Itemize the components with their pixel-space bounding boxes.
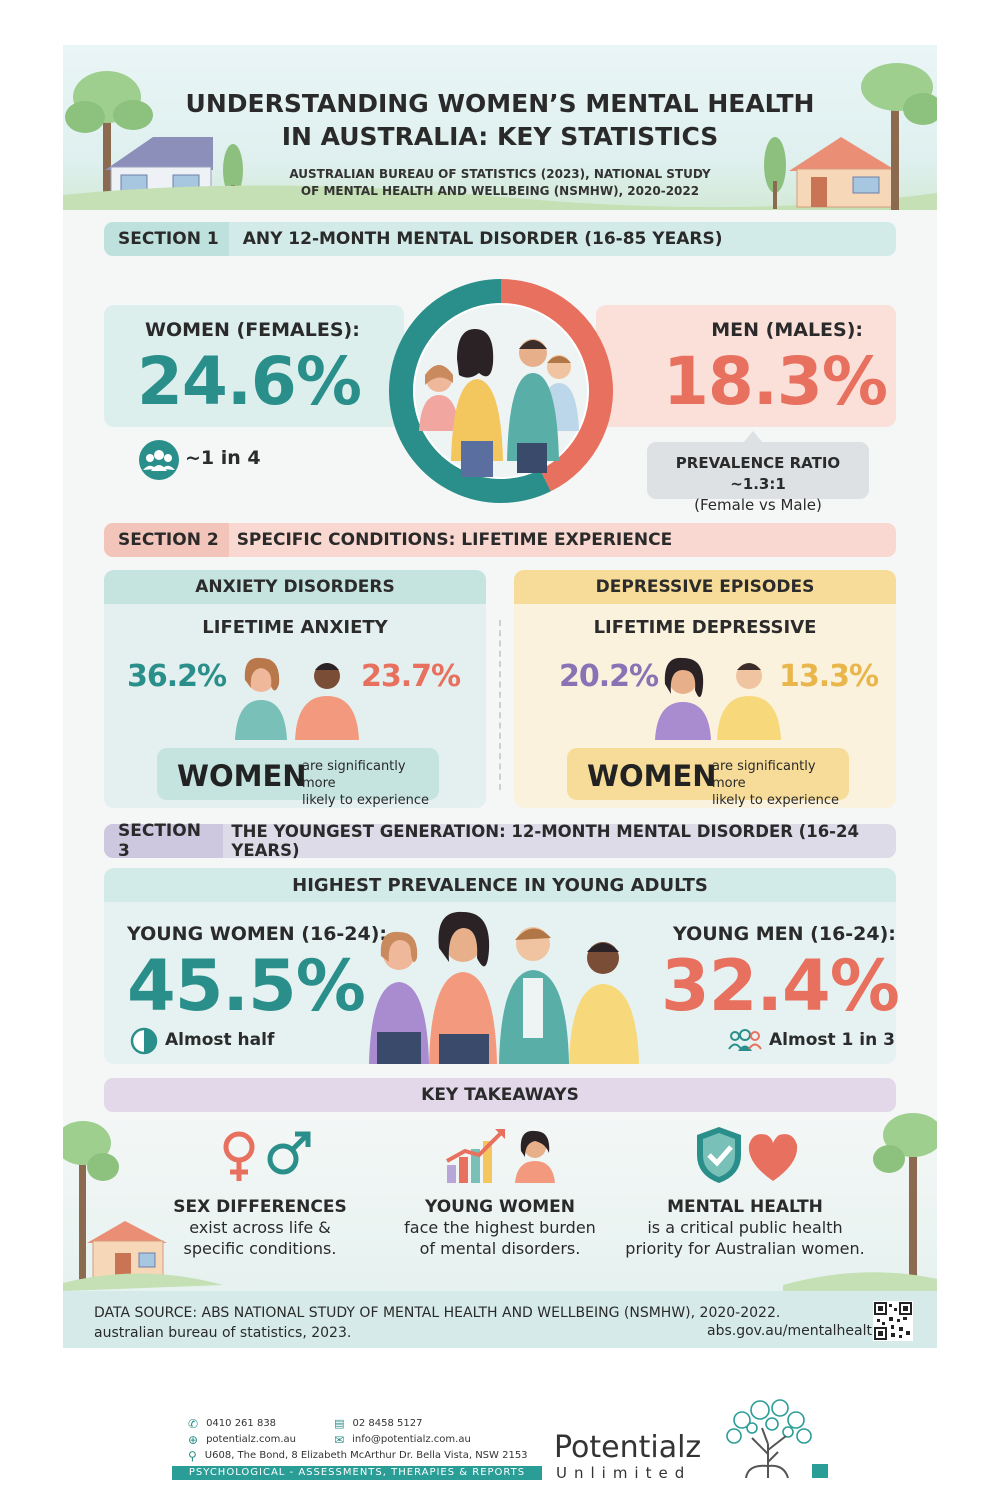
- header-banner: UNDERSTANDING WOMEN’S MENTAL HEALTH IN A…: [63, 45, 937, 210]
- footer-contacts: ✆ 0410 261 838 ▤ 02 8458 5127 ⊕ potentia…: [188, 1416, 528, 1464]
- footer-phone1[interactable]: 0410 261 838: [206, 1418, 277, 1429]
- young-men-label: YOUNG MEN (16-24):: [673, 923, 896, 945]
- anxiety-people-illustration: [235, 657, 359, 740]
- source-url[interactable]: abs.gov.au/mentalhealth: [707, 1323, 881, 1339]
- brand-name: Potentialz: [554, 1430, 702, 1465]
- takeaways-title: KEY TAKEAWAYS: [421, 1085, 579, 1105]
- footer-email[interactable]: info@potentialz.com.au: [352, 1434, 471, 1445]
- women-value: 24.6%: [137, 343, 362, 420]
- young-men-value: 32.4%: [661, 945, 900, 1027]
- anxiety-subheader: LIFETIME ANXIETY: [202, 617, 388, 638]
- shield-heart-icon: [697, 1127, 798, 1183]
- footer-tagline: PSYCHOLOGICAL - ASSESSMENTS, THERAPIES &…: [172, 1466, 542, 1480]
- data-source-strip: [63, 1291, 937, 1348]
- section2-divider: [499, 620, 501, 790]
- section1-tag: SECTION 1: [104, 222, 229, 256]
- donut-men-arc: [500, 279, 613, 492]
- donut-women-arc: [389, 279, 551, 503]
- group-icon: [139, 440, 179, 480]
- women-note: ~1 in 4: [185, 447, 261, 469]
- section1-bar: SECTION 1 ANY 12-MONTH MENTAL DISORDER (…: [104, 222, 896, 256]
- young-women-note: Almost half: [165, 1030, 275, 1050]
- young-women-label: YOUNG WOMEN (16-24):: [127, 923, 388, 945]
- depressive-women-value: 20.2%: [559, 659, 659, 694]
- takeaways-scenery: [63, 1113, 937, 1291]
- anxiety-callout-text: are significantly more likely to experie…: [302, 759, 429, 808]
- fax-icon: ▤: [334, 1417, 345, 1430]
- young-women-value: 45.5%: [127, 945, 366, 1027]
- section2-tag: SECTION 2: [104, 523, 229, 557]
- footer-web[interactable]: potentialz.com.au: [206, 1434, 296, 1445]
- men-label: MEN (MALES):: [711, 319, 863, 341]
- ratio-callout-bg: [647, 431, 869, 499]
- anxiety-callout-women: WOMEN: [177, 759, 307, 793]
- half-circle-icon: [130, 1027, 158, 1055]
- young-adults-subheader: HIGHEST PREVALENCE IN YOUNG ADULTS: [104, 868, 896, 902]
- page-subtitle: AUSTRALIAN BUREAU OF STATISTICS (2023), …: [289, 167, 711, 198]
- prevalence-donut: [389, 279, 613, 503]
- brain-tree-logo-icon: [726, 1399, 828, 1479]
- anxiety-header: ANXIETY DISORDERS: [104, 570, 486, 604]
- email-icon: ✉: [334, 1433, 345, 1447]
- gender-symbols-icon: [223, 1131, 311, 1181]
- globe-icon: ⊕: [188, 1433, 199, 1447]
- anxiety-men-value: 23.7%: [361, 659, 461, 694]
- anxiety-callout: WOMEN are significantly more likely to e…: [157, 748, 439, 808]
- depressive-callout: WOMEN are significantly more likely to e…: [567, 748, 849, 808]
- location-icon: ⚲: [188, 1449, 197, 1463]
- section2-title: SPECIFIC CONDITIONS: LIFETIME EXPERIENCE: [236, 530, 673, 550]
- rising-chart-icon: [446, 1129, 555, 1183]
- women-stat-panel: [104, 305, 404, 427]
- section3-tag: SECTION 3: [104, 821, 224, 861]
- people-icon: [728, 1029, 762, 1051]
- phone-icon: ✆: [188, 1417, 199, 1431]
- footer-phone2[interactable]: 02 8458 5127: [352, 1418, 423, 1429]
- young-adults-illustration: [369, 911, 639, 1064]
- qr-code-icon: [873, 1301, 913, 1341]
- section3-title: THE YOUNGEST GENERATION: 12-MONTH MENTAL…: [231, 822, 859, 860]
- ratio-callout: PREVALENCE RATIO ~1.3:1 (Female vs Male): [675, 454, 841, 514]
- infographic-card: UNDERSTANDING WOMEN’S MENTAL HEALTH IN A…: [63, 45, 937, 1348]
- takeaways-bar: KEY TAKEAWAYS: [104, 1078, 896, 1112]
- depressive-subheader: LIFETIME DEPRESSIVE: [593, 617, 817, 638]
- women-label: WOMEN (FEMALES):: [145, 319, 360, 341]
- page-title: UNDERSTANDING WOMEN’S MENTAL HEALTH IN A…: [185, 89, 815, 151]
- anxiety-women-value: 36.2%: [127, 659, 227, 694]
- depressive-callout-text: are significantly more likely to experie…: [712, 759, 839, 808]
- men-stat-panel: [596, 305, 896, 427]
- depressive-header: DEPRESSIVE EPISODES: [514, 570, 896, 604]
- depressive-callout-women: WOMEN: [587, 759, 717, 793]
- brand-subtitle: Unlimited: [556, 1464, 692, 1482]
- men-value: 18.3%: [663, 343, 888, 420]
- depressive-people-illustration: [655, 657, 781, 740]
- section1-title: ANY 12-MONTH MENTAL DISORDER (16-85 YEAR…: [242, 229, 723, 249]
- section3-bar: SECTION 3 THE YOUNGEST GENERATION: 12-MO…: [104, 821, 896, 861]
- young-men-note: Almost 1 in 3: [769, 1030, 895, 1050]
- footer-address: U608, The Bond, 8 Elizabeth McArthur Dr.…: [204, 1450, 528, 1461]
- takeaway-sex-differences: SEX DIFFERENCES exist across life & spec…: [173, 1197, 347, 1258]
- header-scenery: [63, 63, 937, 210]
- people-group-illustration: [419, 329, 579, 477]
- depressive-men-value: 13.3%: [779, 659, 879, 694]
- takeaway-mental-health: MENTAL HEALTH is a critical public healt…: [625, 1197, 865, 1258]
- takeaway-young-women: YOUNG WOMEN face the highest burden of m…: [404, 1197, 596, 1258]
- data-source-text: DATA SOURCE: ABS NATIONAL STUDY OF MENTA…: [94, 1305, 781, 1341]
- section2-bar: SECTION 2 SPECIFIC CONDITIONS: LIFETIME …: [104, 523, 896, 557]
